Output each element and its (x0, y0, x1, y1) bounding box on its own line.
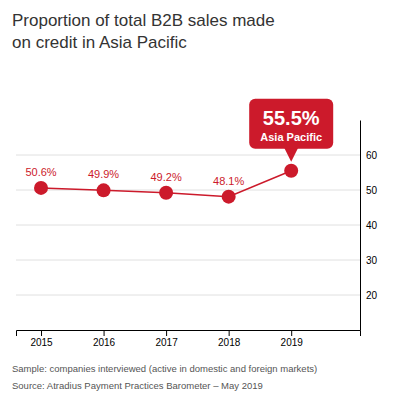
title: Proportion of total B2B sales made (12, 11, 275, 30)
x-tick-label: 2015 (30, 337, 53, 348)
grid-line (16, 155, 360, 156)
x-axis: 2015 2016 2017 2018 2019 (17, 330, 361, 348)
callout-arrow (284, 148, 298, 162)
y-axis: 20 30 40 50 60 (360, 121, 378, 331)
y-tick-label: 20 (366, 290, 378, 301)
y-tick: 60 (360, 150, 378, 161)
x-tick-label: 2018 (218, 337, 241, 348)
footnote: Sample: companies interviewed (active in… (12, 363, 317, 374)
data-label: 50.6% (25, 166, 56, 178)
dot (284, 164, 298, 178)
footnote: Source: Atradius Payment Practices Barom… (12, 380, 263, 391)
y-tick-label: 60 (366, 150, 378, 161)
dot (159, 186, 173, 200)
callout: 55.5% Asia Pacific (249, 99, 333, 162)
x-axis-line (17, 331, 361, 337)
grid (16, 155, 360, 295)
x-tick-label: 2019 (281, 337, 304, 348)
chart: Proportion of total B2B sales made on cre… (0, 0, 398, 419)
x-tick-mark (229, 330, 230, 336)
x-tick: 2015 (30, 330, 53, 348)
callout-label: Asia Pacific (260, 131, 322, 143)
y-tick: 50 (360, 185, 378, 196)
y-tick-label: 40 (366, 220, 378, 231)
dot (97, 183, 111, 197)
x-tick-mark (104, 330, 105, 336)
x-tick: 2016 (93, 330, 116, 348)
grid-line (16, 295, 360, 296)
x-tick-label: 2017 (155, 337, 178, 348)
x-tick: 2019 (281, 330, 304, 348)
x-tick-mark (291, 330, 292, 336)
x-tick-mark (41, 330, 42, 336)
grid-line (16, 260, 360, 261)
y-tick: 20 (360, 290, 378, 301)
dot (34, 181, 48, 195)
callout-value: 55.5% (263, 107, 320, 129)
x-tick-label: 2016 (93, 337, 116, 348)
y-tick-label: 50 (366, 185, 378, 196)
x-tick-mark (166, 330, 167, 336)
y-tick-label: 30 (366, 255, 378, 266)
x-tick: 2018 (218, 330, 241, 348)
callout-box (249, 99, 333, 149)
grid-line (16, 225, 360, 226)
title: on credit in Asia Pacific (12, 33, 187, 52)
y-tick: 40 (360, 220, 378, 231)
data-label: 49.2% (151, 171, 182, 183)
y-tick: 30 (360, 255, 378, 266)
x-tick: 2017 (155, 330, 178, 348)
data-labels: 50.6% 49.9% 49.2% 48.1% (25, 166, 244, 187)
y-axis-line (360, 121, 361, 331)
data-label: 49.9% (88, 168, 119, 180)
dot (222, 190, 236, 204)
data-label: 48.1% (213, 175, 244, 187)
marks (34, 164, 298, 204)
